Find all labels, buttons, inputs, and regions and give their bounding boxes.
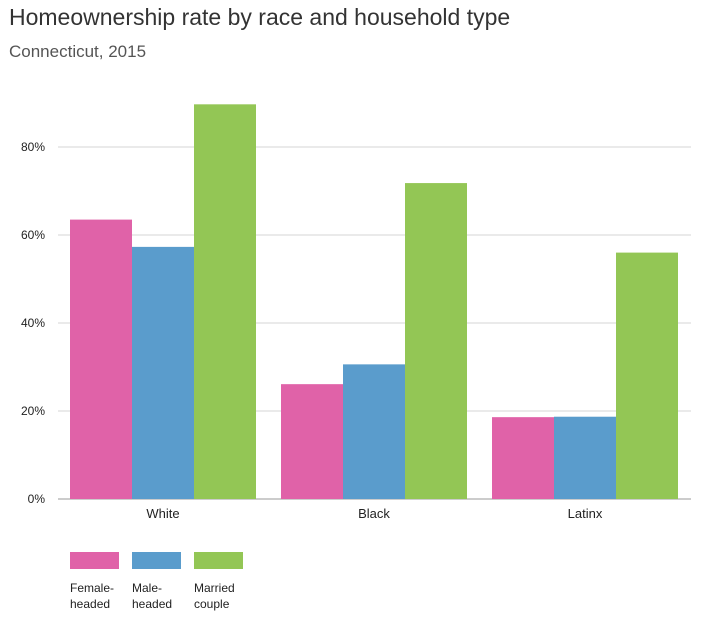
y-tick-label: 20% [21, 404, 45, 418]
legend-label-married-couple: Married couple [194, 581, 235, 611]
legend-swatch-married-couple [194, 552, 243, 569]
legend-swatch-male-headed [132, 552, 181, 569]
axis-labels: 0% 20% 40% 60% 80% White Black Latinx [21, 140, 603, 521]
chart-title: Homeownership rate by race and household… [9, 4, 511, 30]
legend-label-female-headed: Female- headed [70, 581, 115, 611]
bar-white-female-headed[interactable] [70, 219, 132, 499]
legend-item-male-headed[interactable]: Male- headed [132, 552, 192, 612]
legend-label-male-headed: Male- headed [132, 581, 173, 611]
bar-latinx-female-headed[interactable] [492, 417, 554, 499]
y-tick-label: 80% [21, 140, 45, 154]
y-tick-label: 40% [21, 316, 45, 330]
bar-black-female-headed[interactable] [281, 384, 343, 499]
y-tick-label: 60% [21, 228, 45, 242]
bar-black-male-headed[interactable] [343, 364, 405, 499]
legend-item-married-couple[interactable]: Married couple [194, 552, 254, 612]
chart-subtitle: Connecticut, 2015 [9, 42, 147, 61]
x-category-label: White [146, 506, 179, 521]
bar-chart: 0% 20% 40% 60% 80% White Black Latinx [21, 104, 691, 521]
bar-latinx-male-headed[interactable] [554, 416, 616, 499]
x-category-label: Latinx [568, 506, 603, 521]
bar-white-married-couple[interactable] [194, 104, 256, 499]
y-tick-label: 0% [28, 492, 46, 506]
bars [70, 104, 678, 499]
bar-white-male-headed[interactable] [132, 246, 194, 499]
bar-black-married-couple[interactable] [405, 183, 467, 499]
legend-item-female-headed[interactable]: Female- headed [70, 552, 130, 612]
x-category-label: Black [358, 506, 390, 521]
bar-latinx-married-couple[interactable] [616, 252, 678, 499]
legend-swatch-female-headed [70, 552, 119, 569]
